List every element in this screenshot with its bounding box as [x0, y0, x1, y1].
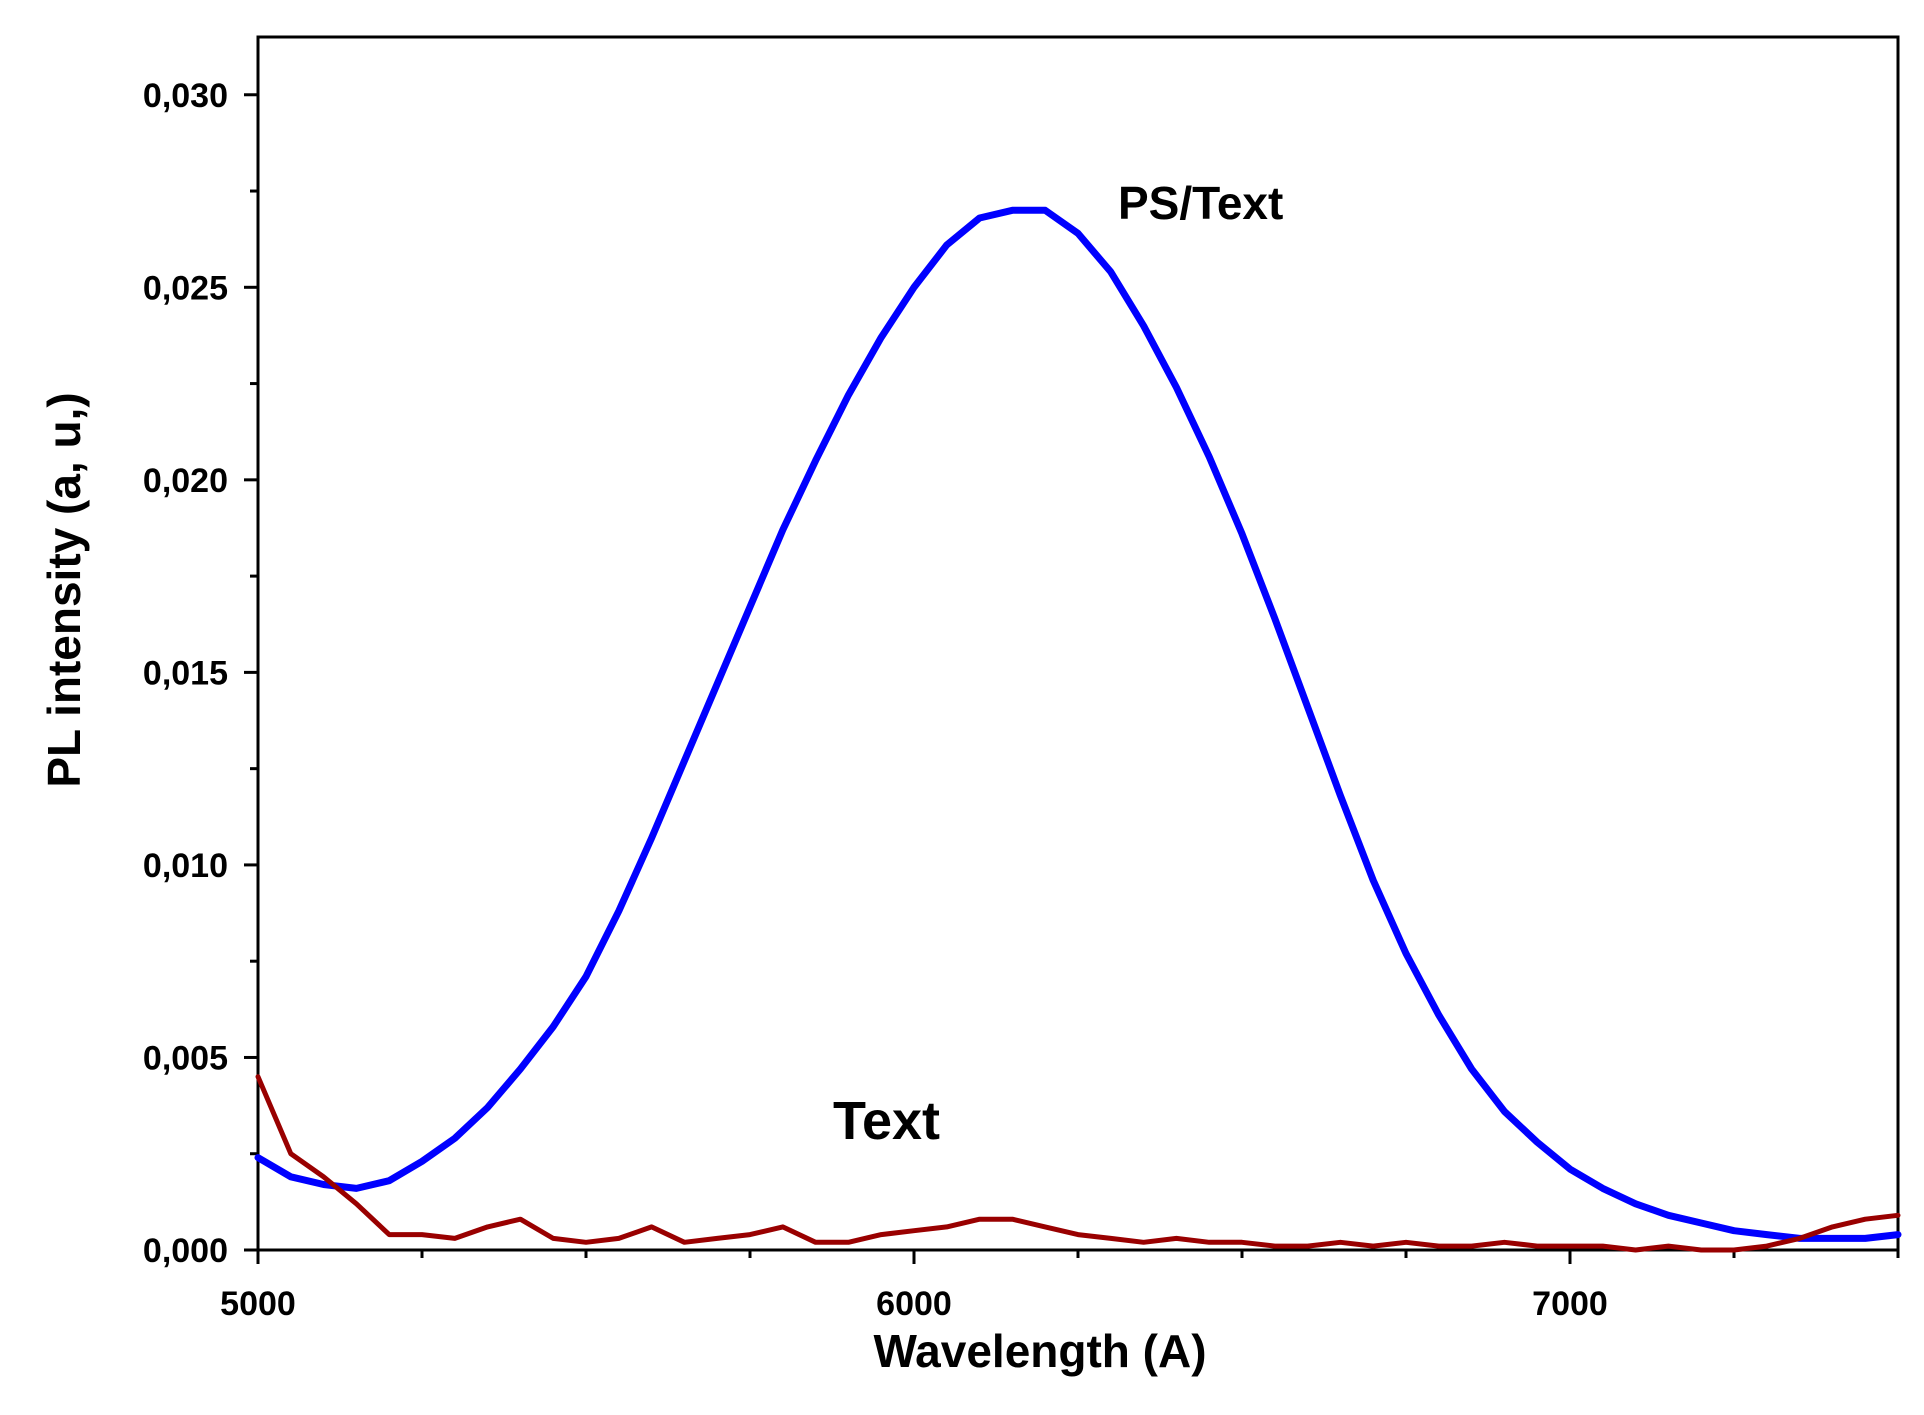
y-tick-label: 0,010: [143, 847, 228, 885]
x-tick-label: 6000: [876, 1285, 952, 1323]
series-group: [254, 206, 1902, 1253]
x-tick-label: 5000: [220, 1285, 296, 1323]
y-tick-label: 0,005: [143, 1039, 228, 1077]
tick-marks: [244, 93, 1900, 1264]
annotation-ps-text: PS/Text: [1118, 177, 1283, 229]
y-tick-label: 0,020: [143, 462, 228, 500]
tick-labels: 5000 6000 7000 0,000 0,005 0,010 0,015 0,020 0,0…: [143, 77, 1608, 1323]
annotation-text: Text: [833, 1091, 940, 1151]
y-tick-label: 0,030: [143, 77, 228, 115]
x-tick-label: 7000: [1532, 1285, 1608, 1323]
y-axis-title: PL intensity (a, u,): [38, 392, 90, 787]
series-ps-text-line: [254, 206, 1902, 1242]
y-tick-label: 0,025: [143, 269, 228, 307]
plot-frame: [256, 35, 1900, 1252]
series-text-line: [255, 1074, 1901, 1253]
y-tick-label: 0,015: [143, 654, 228, 692]
x-axis-title: Wavelength (A): [873, 1325, 1206, 1377]
y-tick-label: 0,000: [143, 1232, 228, 1270]
